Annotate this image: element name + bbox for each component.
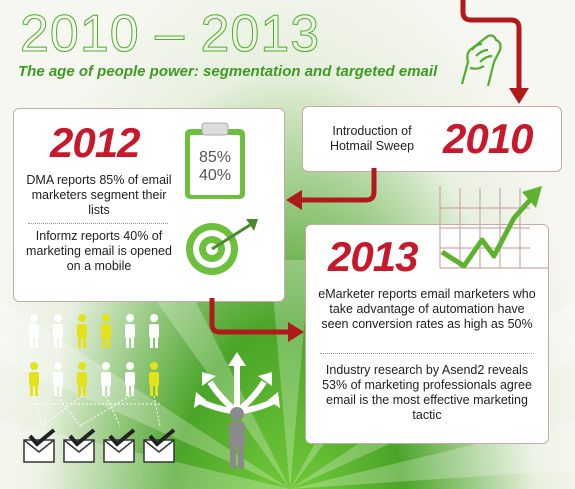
arrow-2010-to-2012 — [286, 168, 377, 210]
stat-dma: DMA reports 85% of email marketers segme… — [26, 173, 172, 217]
people-connectors — [33, 396, 161, 427]
card-2013: 2013 eMarketer reports email marketers w… — [305, 224, 549, 444]
crossroads-person-icon — [194, 352, 280, 468]
stat-asend2: Industry research by Asend2 reveals 53% … — [322, 363, 532, 422]
clipboard-icon — [185, 122, 245, 199]
card-2012: 2012 DMA reports 85% of email marketers … — [13, 108, 285, 302]
growth-chart-icon — [439, 186, 548, 269]
stat-emarketer: eMarketer reports email marketers who ta… — [318, 287, 536, 331]
target-icon — [186, 219, 258, 275]
arrow-2012-to-2013 — [209, 298, 304, 342]
hotmail-sweep-text: Introduction of Hotmail Sweep — [329, 124, 415, 153]
year-2013: 2013 — [328, 233, 418, 280]
page-subtitle: The age of people power: segmentation an… — [18, 63, 438, 80]
envelope-check-icon — [23, 428, 176, 463]
divider-2012 — [28, 223, 168, 224]
people-icon — [29, 314, 159, 396]
year-2012: 2012 — [50, 119, 140, 166]
clipboard-value-top: 85% — [198, 149, 232, 166]
clipboard-value-bottom: 40% — [198, 167, 232, 184]
year-2010: 2010 — [443, 115, 533, 162]
stat-informz: Informz reports 40% of marketing email i… — [26, 229, 172, 273]
arrow-top — [460, 0, 529, 104]
fist-icon — [460, 34, 502, 87]
card-2010: Introduction of Hotmail Sweep 2010 — [302, 106, 562, 172]
page-title: 2010 – 2013 — [19, 5, 321, 63]
divider-2013 — [320, 353, 534, 354]
